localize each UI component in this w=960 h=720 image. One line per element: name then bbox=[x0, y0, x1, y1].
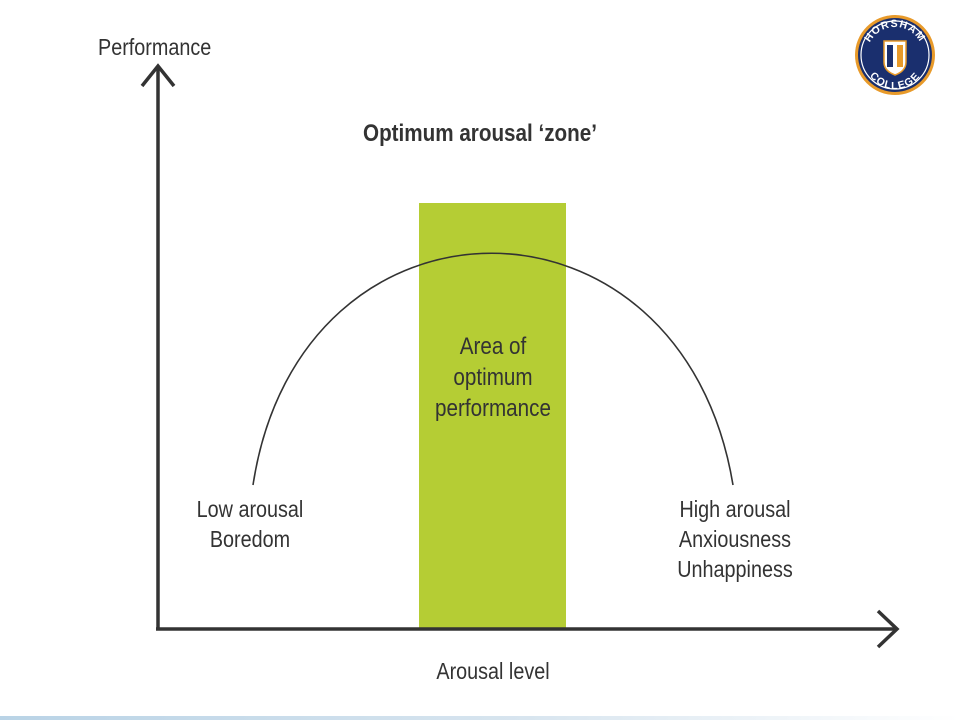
high-arousal-line: High arousal bbox=[679, 496, 791, 522]
bottom-strip bbox=[0, 716, 960, 720]
optimum-zone-bar bbox=[419, 203, 566, 629]
y-axis-label: Performance bbox=[98, 34, 212, 60]
zone-label-line: Area of bbox=[459, 333, 527, 360]
zone-label-line: performance bbox=[435, 395, 551, 422]
horsham-college-logo: HORSHAM COLLEGE bbox=[855, 15, 935, 95]
y-axis-arrowhead bbox=[140, 63, 176, 88]
zone-label-line: optimum bbox=[453, 364, 533, 391]
low-arousal-line: Low arousal bbox=[196, 496, 304, 522]
performance-curve bbox=[252, 252, 734, 486]
high-arousal-label: High arousal Anxiousness Unhappiness bbox=[653, 494, 816, 584]
high-arousal-line: Anxiousness bbox=[678, 526, 792, 552]
low-arousal-label: Low arousal Boredom bbox=[173, 494, 328, 554]
low-arousal-line: Boredom bbox=[209, 526, 291, 552]
zone-title: Optimum arousal ‘zone’ bbox=[363, 120, 597, 147]
x-axis-arrowhead bbox=[876, 609, 900, 649]
x-axis-label: Arousal level bbox=[436, 658, 550, 684]
zone-label: Area of optimum performance bbox=[430, 331, 556, 424]
high-arousal-line: Unhappiness bbox=[677, 556, 793, 582]
